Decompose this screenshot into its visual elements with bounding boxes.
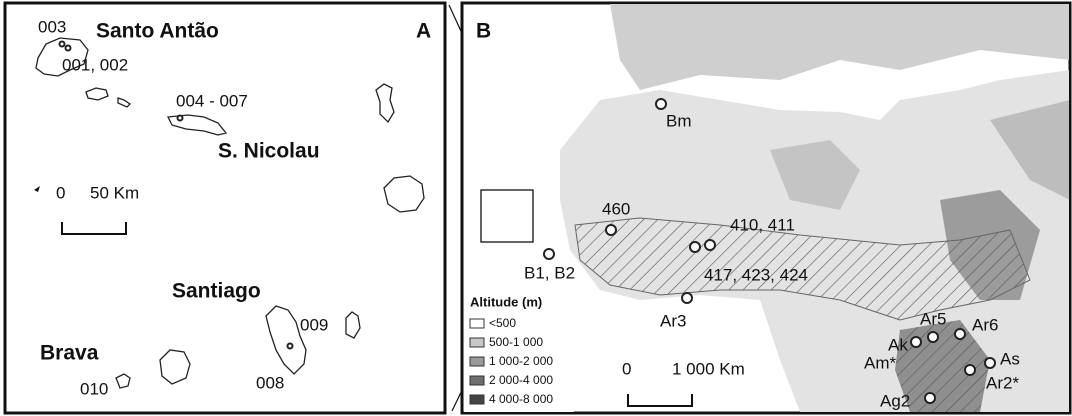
inset-box [481,190,533,242]
site-label: 417, 423, 424 [704,265,808,284]
island-name: S. Nicolau [218,140,320,163]
legend-swatch [470,395,484,404]
site-marker [965,365,975,375]
scale-label: 1 000 Km [672,359,745,378]
site-marker [682,293,692,303]
site-label: Ar3 [660,311,686,330]
site-label: 001, 002 [62,55,128,74]
island-name: Santiago [172,280,261,303]
site-label: B1, B2 [524,263,575,282]
legend-entry: 2 000-4 000 [489,373,553,387]
site-label: 410, 411 [730,215,795,234]
site-marker [288,344,293,349]
site-marker [955,329,965,339]
legend-entry: <500 [489,316,516,330]
site-marker [928,332,938,342]
panel-label: A [416,20,431,43]
legend-swatch [470,319,484,328]
scale-label: 50 Km [90,183,139,202]
site-marker [925,393,935,403]
site-label: 009 [300,315,328,334]
site-marker [606,225,616,235]
panel-a: 003 Santo Antão A 001, 002 004 - 007 S. … [5,3,445,413]
legend-title: Altitude (m) [470,294,542,309]
site-label: 003 [38,17,66,36]
panel-label: B [476,20,491,43]
site-label: Bm [666,111,692,130]
site-marker [60,42,65,47]
site-marker [66,46,71,51]
site-marker [178,116,183,121]
legend-swatch [470,338,484,347]
panel-b: B Bm 460 410, 411 B1, B2 417, 423, 424 A… [462,3,1070,413]
legend-entry: 1 000-2 000 [489,354,553,368]
site-marker [911,337,921,347]
site-label: Ar2* [986,373,1019,392]
site-label: Ar5 [920,309,946,328]
island-name: Brava [40,342,99,365]
site-label: Ag2 [880,391,910,410]
site-label: 010 [80,379,108,398]
figure: 003 Santo Antão A 001, 002 004 - 007 S. … [0,0,1072,416]
site-label: 008 [256,373,284,392]
legend-entry: 500-1 000 [489,335,543,349]
site-marker [985,358,995,368]
site-label: Ar6 [972,315,998,334]
legend-swatch [470,376,484,385]
site-marker [544,249,554,259]
site-label: Ak [888,335,908,354]
site-label: 460 [602,199,630,218]
legend-entry: 4 000-8 000 [489,392,553,406]
site-marker [690,242,700,252]
scale-label: 0 [56,183,65,202]
legend-swatch [470,357,484,366]
site-marker [656,99,666,109]
site-label: 004 - 007 [176,91,248,110]
site-label: Am* [864,353,897,372]
site-marker [705,240,715,250]
scale-label: 0 [622,359,631,378]
island-name: Santo Antão [96,20,219,43]
site-label: As [1000,349,1020,368]
